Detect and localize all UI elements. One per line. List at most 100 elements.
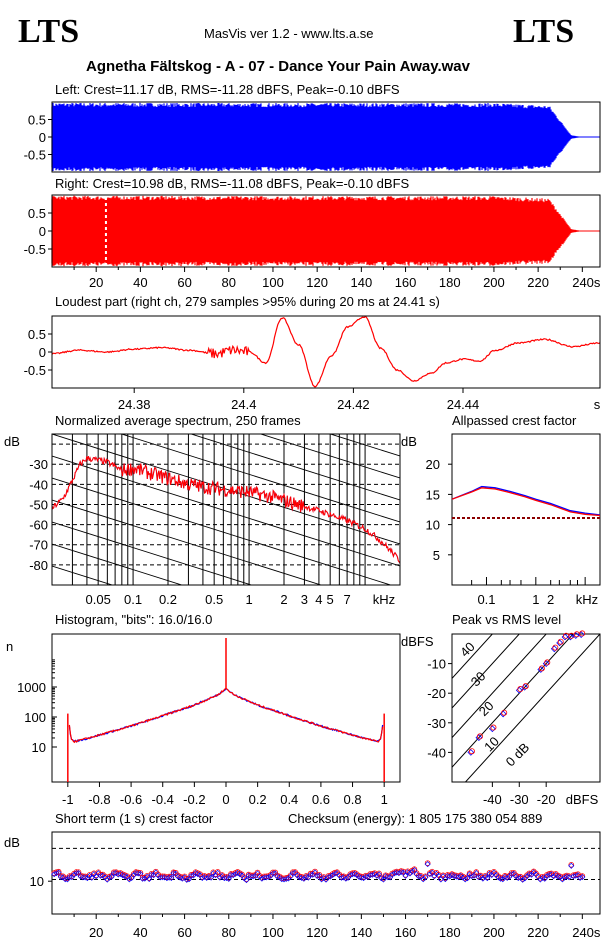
short-crest-point-right	[572, 871, 579, 878]
y-tick-label: -40	[427, 745, 446, 760]
allpassed-crest-chart: dB 20 15 10 5 0.1 1 2 kHz	[401, 433, 601, 607]
short-crest-point-left	[389, 871, 396, 878]
short-crest-point-right	[508, 870, 515, 876]
y-tick-label: -30	[427, 716, 446, 731]
histogram-chart: n 1000 100 10 -1 -0.8 -0.6 -0.4 -0.2 0 0.2 0.4 0.6 0.…	[6, 633, 401, 807]
crest-right-curve	[451, 487, 601, 517]
short-crest-point-left	[482, 873, 489, 880]
crest-diagonal-line	[464, 634, 600, 782]
peak-rms-point-left	[499, 710, 507, 718]
waveform-signal	[51, 195, 583, 267]
peak-rms-point-right	[517, 686, 524, 693]
short-crest-point-left	[225, 875, 232, 882]
short-crest-point-left	[130, 871, 137, 878]
y-tick-label: 0	[39, 130, 46, 145]
short-crest-point-right	[148, 871, 155, 877]
file-title: Agnetha Fältskog - A - 07 - Dance Your P…	[86, 58, 470, 75]
slope-line	[120, 434, 400, 523]
spectrum-grid	[52, 434, 400, 585]
short-crest-point-right	[250, 872, 256, 879]
x-tick-label: 60	[177, 925, 191, 940]
short-crest-point-left	[495, 874, 502, 881]
short-crest-point-left	[455, 874, 462, 881]
short-crest-point-left	[113, 870, 120, 877]
peak-rms-point-right	[538, 665, 545, 672]
short-crest-point-left	[457, 873, 464, 880]
short-crest-point-right	[325, 873, 332, 879]
short-crest-point-left	[342, 875, 349, 882]
slope-line	[52, 455, 400, 567]
loudest-part-signal	[51, 315, 601, 388]
y-tick-label: 0	[39, 224, 46, 239]
y-tick-label: 1000	[17, 680, 46, 695]
short-crest-point-left	[318, 876, 325, 883]
x-tick-label: -0.2	[183, 792, 205, 807]
peak-rms-point-right	[552, 644, 559, 651]
short-term-crest-chart: dB 10 20 40 60 80 100 120 140 160 180 200 220 240s	[4, 831, 601, 940]
short-crest-point-right	[290, 869, 296, 875]
x-tick-label: 80	[222, 275, 236, 290]
x-tick-label: 0.05	[86, 592, 111, 607]
waveform-signal	[51, 102, 582, 172]
short-crest-point-right	[270, 869, 276, 876]
peak-rms-point-left	[550, 645, 558, 653]
x-tick-label: -0.4	[152, 792, 174, 807]
short-crest-point-left	[179, 875, 186, 882]
y-tick-label: -30	[29, 457, 48, 472]
short-crest-point-left	[327, 873, 334, 880]
short-crest-point-left	[168, 874, 175, 881]
short-crest-point-left	[411, 867, 418, 874]
y-tick-label: -0.5	[24, 148, 46, 163]
x-tick-label: 0.4	[280, 792, 298, 807]
crest-diagonal-line	[452, 634, 494, 680]
short-crest-point-left	[300, 875, 307, 882]
x-tick-label: 120	[306, 925, 328, 940]
x-tick-label: 0.6	[312, 792, 330, 807]
short-crest-point-left	[77, 873, 84, 880]
x-tick-label: 0.1	[477, 592, 495, 607]
short-crest-point-left	[464, 875, 471, 882]
y-axis-label: n	[6, 639, 13, 654]
short-crest-point-left	[402, 872, 409, 879]
short-crest-point-left	[375, 871, 383, 878]
y-axis-label: dB	[4, 434, 20, 449]
plot-frame	[451, 633, 601, 783]
y-tick-label: 0	[39, 345, 46, 360]
allpassed-crest-title: Allpassed crest factor	[452, 413, 577, 428]
short-crest-point-right	[66, 873, 73, 879]
short-crest-point-left	[236, 871, 243, 878]
short-crest-point-left	[194, 871, 201, 878]
short-crest-point-right	[469, 872, 475, 878]
x-tick-label: 40	[133, 925, 147, 940]
x-tick-label: 0	[222, 792, 229, 807]
x-tick-label: 2	[280, 592, 287, 607]
x-tick-label: 120	[306, 275, 328, 290]
short-crest-point-right	[135, 869, 141, 876]
short-crest-point-left	[422, 874, 429, 881]
short-crest-point-left	[364, 873, 372, 881]
x-tick-label: 200	[483, 275, 505, 290]
peak-rms-point-right	[501, 709, 508, 716]
short-crest-point-left	[413, 871, 420, 878]
x-tick-label: 0.8	[344, 792, 362, 807]
x-tick-label: -40	[483, 792, 502, 807]
short-crest-point-left	[298, 874, 305, 881]
x-tick-label: 7	[343, 592, 350, 607]
y-tick-label: -60	[29, 518, 48, 533]
x-tick-label: 3	[301, 592, 308, 607]
x-tick-label: -30	[510, 792, 529, 807]
peak-rms-point-right	[579, 630, 586, 637]
short-crest-point-left	[126, 876, 133, 883]
x-tick-label: 220	[527, 925, 549, 940]
short-crest-point-left	[435, 872, 442, 879]
x-tick-label: 24.38	[118, 397, 151, 412]
checksum-label: Checksum (energy): 1 805 175 380 054 889	[288, 811, 543, 826]
x-unit-label: kHz	[576, 592, 598, 607]
x-tick-label: -0.6	[120, 792, 142, 807]
y-tick-label: 10	[426, 518, 440, 533]
y-tick-label: 10	[32, 740, 46, 755]
short-crest-point-left	[347, 872, 354, 879]
short-crest-point-left	[486, 870, 493, 877]
short-crest-point-left	[409, 868, 416, 875]
short-crest-point-right	[166, 873, 172, 880]
